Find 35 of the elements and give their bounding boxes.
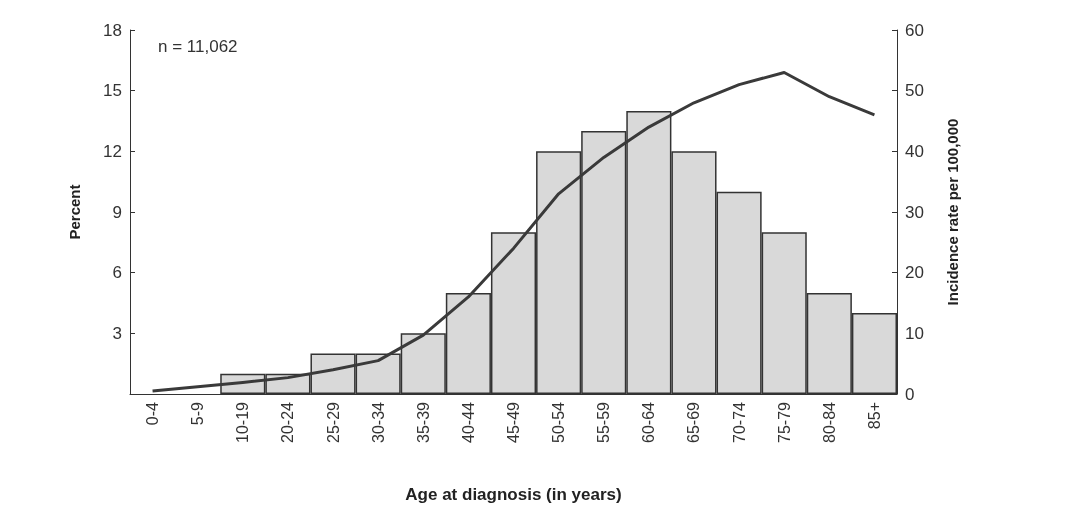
x-axis-title: Age at diagnosis (in years) xyxy=(405,485,622,504)
x-tick-label: 70-74 xyxy=(730,401,748,443)
x-tick-label: 35-39 xyxy=(414,401,432,443)
x-tick-label: 10-19 xyxy=(234,401,252,443)
x-tick-label: 40-44 xyxy=(459,401,477,443)
y2-tick-label: 40 xyxy=(905,141,924,161)
x-tick-label: 0-4 xyxy=(144,401,162,426)
y2-tick-label: 0 xyxy=(905,384,915,404)
y-tick-label: 12 xyxy=(103,141,122,161)
y-tick-label: 6 xyxy=(112,263,122,283)
x-tick-label: 55-59 xyxy=(595,401,613,443)
y2-axis-title: Incidence rate per 100,000 xyxy=(944,118,961,306)
y2-tick-label: 60 xyxy=(905,20,924,40)
x-tick-label: 25-29 xyxy=(324,401,342,443)
y2-tick-label: 10 xyxy=(905,323,924,343)
y2-tick-label: 30 xyxy=(905,202,924,222)
x-tick-label: 80-84 xyxy=(820,401,838,443)
y-tick-label: 15 xyxy=(103,81,122,101)
annotation: n = 11,062 xyxy=(158,37,238,56)
x-tick-label: 65-69 xyxy=(685,401,703,443)
y-tick-label: 9 xyxy=(112,202,122,222)
x-tick-label: 20-24 xyxy=(279,401,297,443)
line-series xyxy=(151,70,876,393)
x-tick-label: 60-64 xyxy=(640,401,658,443)
y-axis-title: Percent xyxy=(66,184,83,240)
x-tick-label: 85+ xyxy=(865,402,883,430)
x-tick-label: 75-79 xyxy=(775,401,793,443)
x-tick-label: 50-54 xyxy=(550,401,568,443)
x-tick-label: 45-49 xyxy=(505,401,522,443)
x-tick-label: 30-34 xyxy=(369,401,387,443)
y2-tick-label: 50 xyxy=(905,81,924,101)
y-tick-label: 3 xyxy=(112,323,122,343)
x-tick-label: 5-9 xyxy=(189,401,207,426)
y2-tick-label: 20 xyxy=(905,263,924,283)
y-tick-label: 18 xyxy=(103,20,122,40)
